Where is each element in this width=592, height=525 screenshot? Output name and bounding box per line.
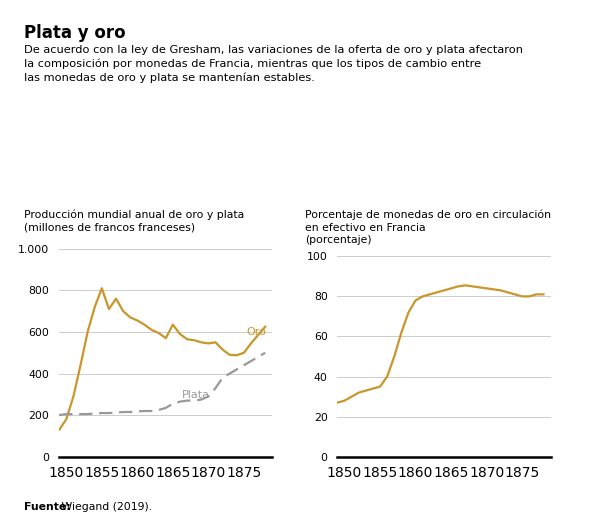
Text: Oro: Oro bbox=[246, 327, 266, 337]
Text: Porcentaje de monedas de oro en circulación
en efectivo en Francia
(porcentaje): Porcentaje de monedas de oro en circulac… bbox=[305, 210, 551, 245]
Text: Wiegand (2019).: Wiegand (2019). bbox=[58, 502, 152, 512]
Text: Fuente:: Fuente: bbox=[24, 502, 70, 512]
Text: Plata: Plata bbox=[182, 391, 210, 401]
Text: De acuerdo con la ley de Gresham, las variaciones de la oferta de oro y plata af: De acuerdo con la ley de Gresham, las va… bbox=[24, 45, 523, 83]
Text: Plata y oro: Plata y oro bbox=[24, 24, 126, 41]
Text: Producción mundial anual de oro y plata
(millones de francos franceses): Producción mundial anual de oro y plata … bbox=[24, 210, 244, 233]
